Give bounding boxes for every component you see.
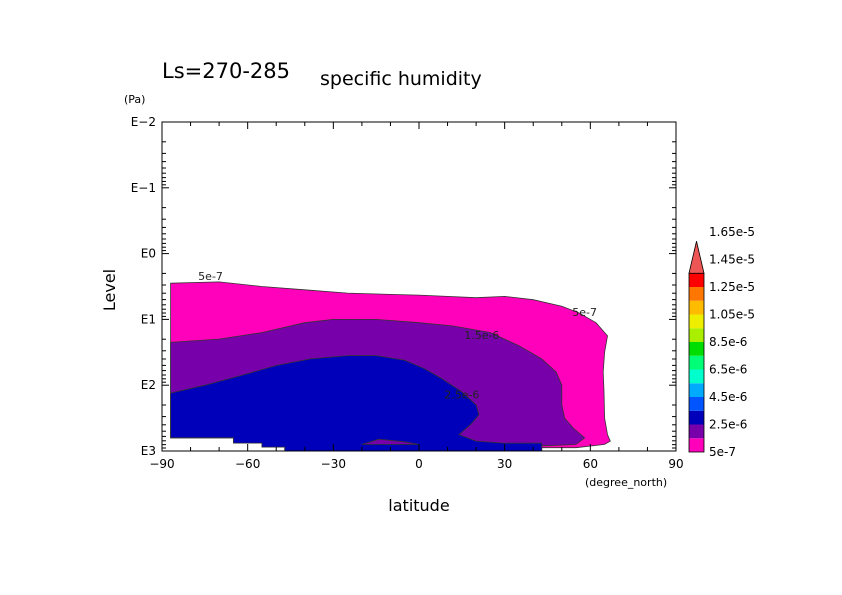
- contour-regions: [170, 281, 611, 451]
- colorbar-tick-label: 1.25e-5: [709, 280, 755, 294]
- colorbar-swatch: [689, 287, 704, 301]
- y-tick-label: E3: [141, 444, 156, 458]
- colorbar-overflow-triangle: [688, 241, 705, 274]
- x-tick-label: 60: [583, 457, 598, 471]
- chart-subtitle: specific humidity: [320, 68, 482, 90]
- x-tick-label: 0: [415, 457, 423, 471]
- contour-labels: 5e-7 5e-7 1.5e-6 2.5e-6: [198, 270, 597, 401]
- chart-title: Ls=270-285: [162, 59, 290, 83]
- colorbar-swatch: [689, 355, 704, 370]
- contour-region-3: [361, 438, 420, 445]
- colorbar-swatch: [689, 383, 704, 397]
- colorbar-tick-label: 4.5e-6: [709, 390, 747, 404]
- colorbar-swatch: [689, 410, 704, 425]
- colorbar-tick-label: 2.5e-6: [709, 418, 747, 432]
- colorbar-swatch: [689, 438, 704, 452]
- colorbar-tick-label: 8.5e-6: [709, 335, 747, 349]
- x-axis: −90 −60 −30 0 30 60 90: [149, 122, 684, 471]
- colorbar-swatch: [689, 273, 704, 287]
- x-tick-label: −90: [149, 457, 174, 471]
- y-axis: E−2 E−1 E0 E1 E2 E3: [131, 115, 676, 458]
- colorbar: 5e-7 2.5e-6 4.5e-6 6.5e-6 8.5e-6 1.05e-5 1.25e…: [688, 225, 755, 459]
- contour-label-0: 5e-7: [198, 270, 223, 283]
- colorbar-tick-label: 1.05e-5: [709, 308, 755, 322]
- contour-label-2: 1.5e-6: [464, 329, 499, 342]
- colorbar-tick-label: 5e-7: [709, 445, 736, 459]
- contour-label-3: 2.5e-6: [444, 388, 479, 401]
- colorbar-tick-label: 6.5e-6: [709, 363, 747, 377]
- x-axis-title: latitude: [388, 496, 449, 515]
- colorbar-swatch: [689, 397, 704, 411]
- y-axis-title: Level: [100, 269, 119, 311]
- colorbar-tick-label: 1.45e-5: [709, 253, 755, 267]
- y-unit-label: (Pa): [124, 93, 145, 106]
- x-tick-label: −30: [321, 457, 346, 471]
- y-tick-label: E−1: [131, 181, 156, 195]
- y-tick-label: E1: [141, 312, 156, 326]
- contour-label-1: 5e-7: [572, 306, 597, 319]
- y-tick-label: E0: [141, 247, 156, 261]
- y-tick-label: E2: [141, 378, 156, 392]
- colorbar-tick-label: 1.65e-5: [709, 225, 755, 239]
- x-tick-label: 30: [497, 457, 512, 471]
- colorbar-swatch: [689, 424, 704, 439]
- colorbar-swatch: [689, 300, 704, 315]
- x-unit-label: (degree_north): [585, 476, 667, 489]
- x-tick-label: −60: [235, 457, 260, 471]
- x-tick-label: 90: [668, 457, 683, 471]
- colorbar-swatch: [689, 328, 704, 342]
- colorbar-swatch: [689, 342, 704, 356]
- colorbar-swatch: [689, 314, 704, 329]
- y-tick-label: E−2: [131, 115, 156, 129]
- contour-region-2: [170, 355, 543, 451]
- colorbar-swatch: [689, 369, 704, 384]
